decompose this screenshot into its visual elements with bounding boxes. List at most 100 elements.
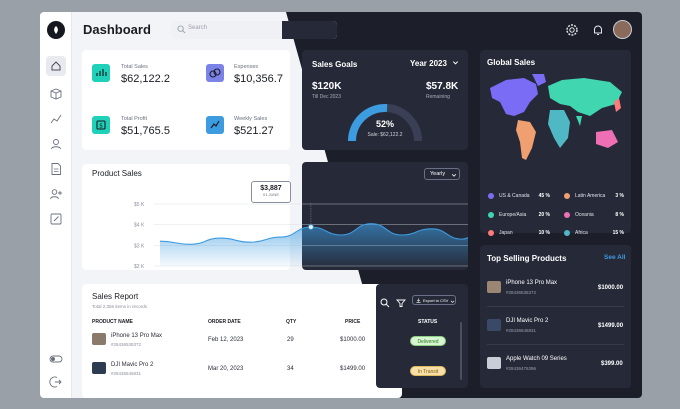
order-qty: 34 (287, 366, 294, 372)
analytics-icon[interactable] (48, 111, 64, 127)
column-header: STATUS (418, 319, 438, 325)
product-name: iPhone 13 Pro Max (111, 333, 163, 339)
legend-region: Latin America (575, 193, 606, 199)
product-thumbnail (92, 362, 106, 374)
legend-dot (488, 212, 494, 218)
sidebar (40, 12, 72, 398)
chart-tooltip: $3,887 01 JUNE (251, 181, 291, 203)
stat-label: Expenses (234, 64, 259, 70)
weekly-sales-icon (206, 116, 224, 134)
legend-region: Japan (499, 230, 513, 236)
remaining-value: $57.8K (426, 81, 459, 92)
chart-period-dropdown[interactable]: Yearly (424, 168, 460, 180)
export-icon (416, 298, 421, 303)
remaining-caption: Remaining (426, 94, 450, 100)
see-all-link[interactable]: See All (604, 254, 626, 261)
status-badge: In Transit (410, 366, 446, 376)
search-placeholder: Search (188, 25, 208, 31)
tooltip-value: $3,887 (260, 185, 282, 192)
order-date: Feb 12, 2023 (208, 337, 244, 343)
period-dropdown[interactable]: Year 2023 (410, 59, 459, 68)
sales-area (160, 223, 468, 266)
sales-report-title: Sales Report (92, 292, 139, 301)
column-header: ORDER DATE (208, 319, 241, 325)
page-title: Dashboard (83, 22, 151, 37)
user-icon[interactable] (48, 136, 64, 152)
status-badge: Delivered (410, 336, 446, 346)
dashboard-window: Dashboard Search Total Sales $62,122.2 E… (40, 12, 642, 398)
product-name: Apple Watch 09 Series (506, 356, 567, 362)
legend-percent: 8 % (615, 212, 624, 218)
product-price: $399.00 (601, 361, 623, 367)
goal-value: $120K (312, 81, 342, 92)
legend-percent: 45 % (538, 193, 550, 199)
box-icon[interactable] (48, 86, 64, 102)
product-id: #28436476396 (506, 366, 537, 371)
filter-icon[interactable] (396, 295, 406, 313)
legend-percent: 3 % (615, 193, 624, 199)
chevron-down-icon (453, 61, 459, 65)
avatar[interactable] (613, 20, 632, 39)
product-sales-title: Product Sales (92, 169, 142, 178)
logo-icon[interactable] (47, 21, 65, 39)
home-icon[interactable] (46, 56, 66, 76)
product-price: $1499.00 (598, 323, 624, 329)
product-price: $1000.00 (598, 285, 624, 291)
global-sales-title: Global Sales (487, 58, 536, 67)
product-id: #28436545831 (111, 371, 142, 376)
chart-period-label: Yearly (430, 171, 446, 177)
search-input-dark[interactable] (282, 21, 337, 39)
document-icon[interactable] (48, 161, 64, 177)
logout-icon[interactable] (48, 374, 64, 390)
sales-goals-card: Sales Goals Year 2023 $120K Till Dec 202… (302, 50, 468, 150)
theme-toggle-icon[interactable] (48, 351, 64, 367)
product-name: DJI Mavic Pro 2 (506, 318, 549, 324)
order-price: $1499.00 (340, 366, 366, 372)
stat-value: $10,356.7 (234, 73, 283, 85)
period-label: Year 2023 (410, 59, 447, 68)
y-tick-label: $4 K (134, 223, 145, 229)
product-id: #28436535372 (111, 342, 142, 347)
legend-dot (564, 212, 570, 218)
export-csv-button[interactable]: Export to CSV (412, 295, 456, 305)
y-tick-label: $3 K (134, 243, 145, 249)
product-name: DJI Mavic Pro 2 (111, 362, 154, 368)
goal-caption: Till Dec 2023 (312, 94, 341, 100)
sale-caption: Sale: $62,122.2 (367, 132, 403, 138)
divider (487, 306, 624, 307)
product-sales-chart: $5 K$4 K$3 K$2 K JanFebMarAprMayJunJulAu… (134, 202, 468, 270)
sales-goals-title: Sales Goals (312, 60, 358, 69)
product-name: iPhone 13 Pro Max (506, 280, 558, 286)
expenses-icon (206, 64, 224, 82)
legend-percent: 20 % (538, 212, 550, 218)
world-map (490, 74, 622, 160)
column-header: PRICE (345, 319, 361, 325)
product-id: #28436535372 (506, 290, 537, 295)
tooltip-date: 01 JUNE (262, 192, 279, 197)
stat-value: $51,765.5 (121, 125, 170, 137)
stats-card: Total Sales $62,122.2 Expenses $10,356.7… (82, 50, 290, 150)
bell-icon[interactable] (590, 22, 606, 43)
chevron-down-icon (450, 300, 455, 303)
column-header: QTY (286, 319, 297, 325)
sales-report-card-light (82, 284, 402, 398)
column-header: PRODUCT NAME (92, 319, 133, 325)
legend-region: US & Canada (499, 193, 530, 199)
add-user-icon[interactable] (48, 186, 64, 202)
top-products-card: Top Selling Products See All iPhone 13 P… (480, 245, 631, 388)
legend-region: Europe/Asia (499, 212, 527, 218)
global-sales-card: Global Sales US & Canada 45 % Latin Amer… (480, 50, 631, 236)
edit-icon[interactable] (48, 211, 64, 227)
order-qty: 29 (287, 337, 294, 343)
goal-percent: 52% (375, 119, 394, 129)
chevron-down-icon (451, 173, 457, 177)
divider (487, 344, 624, 345)
sales-report-subtitle: Total 2,356 items in records (92, 304, 148, 309)
table-scrollbar[interactable] (460, 322, 462, 380)
data-point[interactable] (308, 224, 314, 230)
legend-dot (564, 230, 570, 236)
product-id: #28436545831 (506, 328, 537, 333)
legend-dot (488, 193, 494, 199)
search-icon[interactable] (380, 295, 390, 313)
settings-icon[interactable] (564, 22, 580, 43)
